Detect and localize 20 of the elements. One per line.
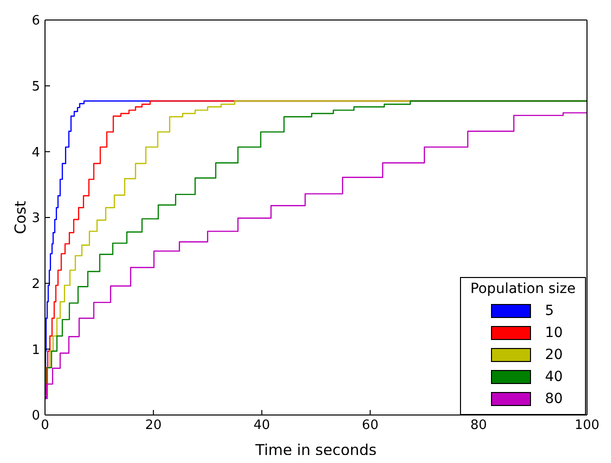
- legend-label: 10: [545, 325, 563, 341]
- y-tick-label: 6: [32, 14, 40, 29]
- legend-title: Population size: [469, 281, 577, 297]
- y-tick-label: 5: [32, 79, 40, 94]
- y-tick-label: 0: [32, 408, 40, 424]
- y-tick-label: 1: [32, 342, 40, 358]
- y-tick-label: 2: [32, 276, 40, 292]
- legend-label: 40: [545, 369, 563, 385]
- legend-label: 5: [545, 303, 554, 319]
- y-axis-title: Cost: [11, 200, 30, 234]
- x-tick-label: 20: [145, 418, 162, 434]
- x-tick-label: 60: [362, 418, 378, 434]
- x-axis-title: Time in seconds: [254, 441, 377, 459]
- legend-label: 80: [545, 391, 563, 407]
- x-tick-label: 80: [470, 418, 487, 434]
- x-tick-label: 100: [574, 418, 600, 434]
- y-tick-label: 4: [32, 145, 40, 160]
- y-tick-label: 3: [32, 211, 40, 226]
- x-tick-label: 40: [254, 418, 270, 434]
- legend-label: 20: [545, 347, 563, 363]
